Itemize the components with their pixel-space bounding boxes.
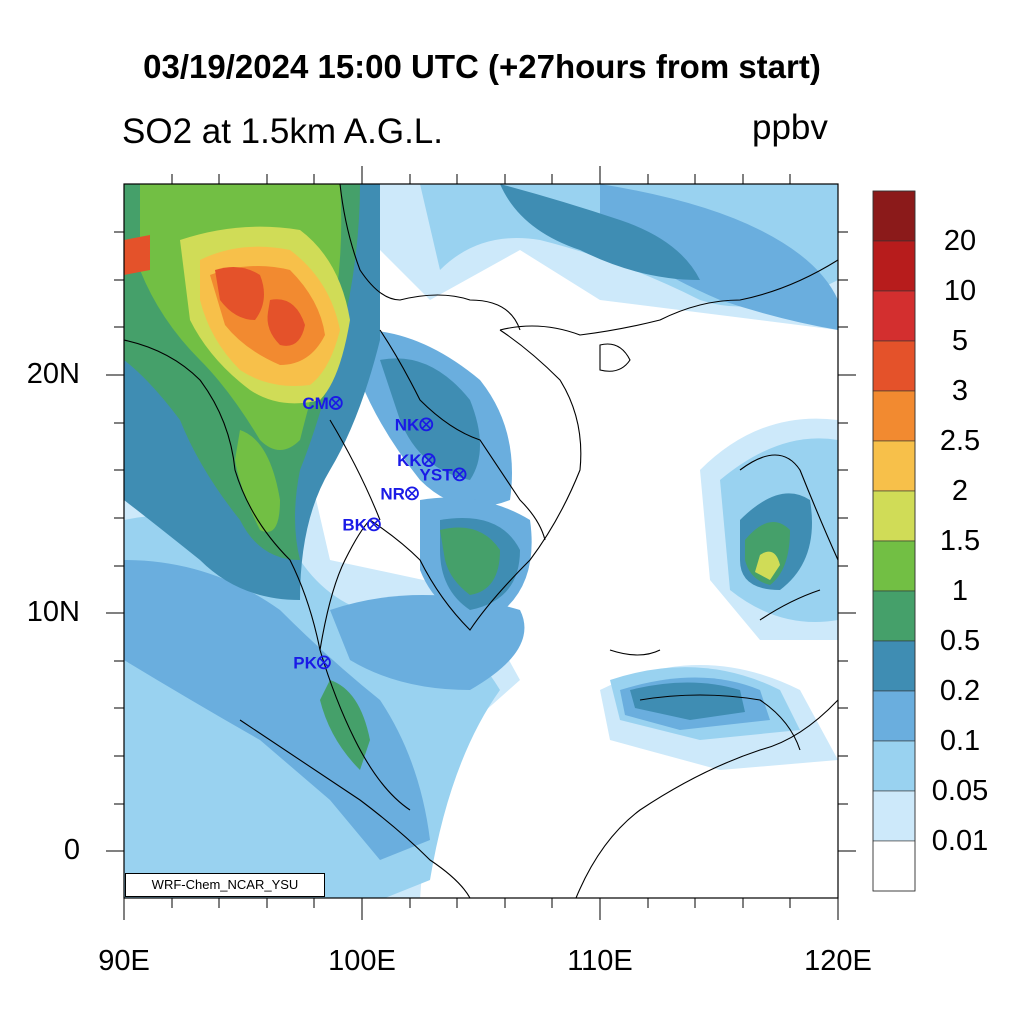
colorbar — [872, 190, 916, 892]
colorbar-swatch — [872, 240, 916, 292]
colorbar-swatch — [872, 290, 916, 342]
station-cm: CM — [302, 394, 343, 413]
station-yst: YST — [420, 465, 467, 484]
station-pk: PK — [293, 653, 331, 672]
station-marker-icon — [421, 453, 436, 467]
units-label: ppbv — [752, 108, 828, 147]
map-frame — [123, 183, 839, 899]
colorbar-label: 1 — [951, 575, 969, 607]
axis-ticks — [106, 166, 856, 920]
colorbar-swatch — [872, 590, 916, 642]
model-credit-label: WRF-Chem_NCAR_YSU — [125, 873, 325, 897]
station-kk: KK — [397, 451, 436, 470]
colorbar-label: 0.5 — [939, 625, 981, 657]
station-bk: BK — [342, 515, 381, 534]
colorbar-swatch — [872, 540, 916, 592]
colorbar-label: 2 — [951, 475, 969, 507]
colorbar-label: 0.01 — [931, 825, 989, 857]
station-marker-icon — [366, 517, 381, 532]
colorbar-label: 0.05 — [931, 775, 989, 807]
colorbar-frame — [872, 190, 916, 892]
colorbar-swatch — [872, 390, 916, 442]
station-marker-icon — [328, 396, 343, 410]
colorbar-swatch — [872, 640, 916, 692]
colorbar-swatch — [872, 840, 916, 892]
colorbar-label: 10 — [943, 275, 977, 307]
station-label: CM — [302, 394, 328, 413]
colorbar-swatch — [872, 340, 916, 392]
colorbar-swatch — [872, 690, 916, 742]
colorbar-swatch — [872, 440, 916, 492]
lon-label-90e: 90E — [98, 945, 150, 977]
so2-field — [124, 184, 838, 898]
colorbar-label: 2.5 — [939, 425, 981, 457]
station-marker-icon — [452, 467, 467, 482]
station-marker-icon — [419, 417, 434, 432]
colorbar-swatch — [872, 190, 916, 242]
colorbar-swatch — [872, 490, 916, 542]
lon-label-120e: 120E — [804, 945, 872, 977]
colorbar-label: 0.1 — [939, 725, 981, 757]
station-label: BK — [342, 515, 367, 534]
variable-subtitle: SO2 at 1.5km A.G.L. — [122, 112, 443, 151]
lat-label-0: 0 — [63, 834, 80, 866]
colorbar-swatch — [872, 790, 916, 842]
lon-label-100e: 100E — [328, 945, 396, 977]
colorbar-label: 20 — [943, 225, 977, 257]
lat-label-20n: 20N — [26, 358, 80, 390]
station-marker-icon — [317, 655, 331, 670]
station-marker-icon — [405, 486, 419, 501]
lon-label-110e: 110E — [567, 945, 633, 977]
station-label: YST — [420, 465, 454, 484]
lat-label-10n: 10N — [26, 596, 80, 628]
colorbar-swatch — [872, 740, 916, 792]
station-nk: NK — [395, 415, 434, 434]
station-label: NR — [380, 484, 405, 503]
colorbar-label: 5 — [951, 325, 969, 357]
colorbar-label: 3 — [951, 375, 969, 407]
colorbar-label: 1.5 — [939, 525, 981, 557]
map-title: 03/19/2024 15:00 UTC (+27hours from star… — [143, 48, 821, 85]
station-nr: NR — [380, 484, 419, 503]
station-label: NK — [395, 415, 420, 434]
colorbar-label: 0.2 — [939, 675, 981, 707]
coastlines — [124, 184, 838, 898]
station-label: PK — [293, 653, 317, 672]
station-label: KK — [397, 451, 422, 470]
